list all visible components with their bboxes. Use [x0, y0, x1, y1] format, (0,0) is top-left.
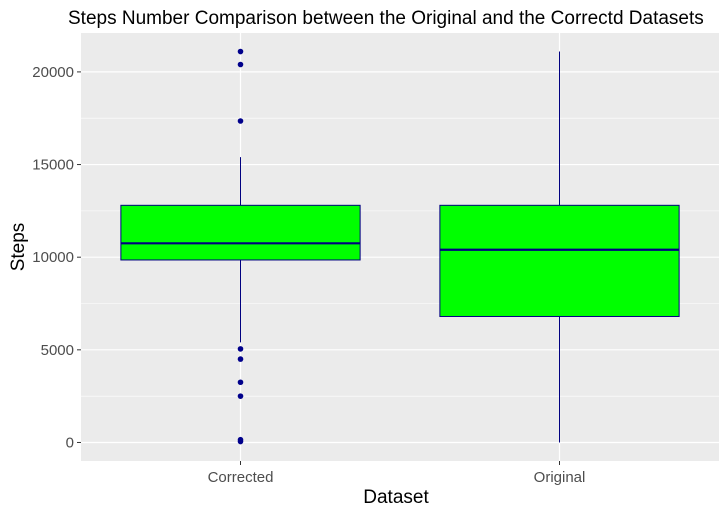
outlier-point	[237, 118, 244, 124]
box-corrected	[120, 48, 361, 445]
box-original	[439, 51, 680, 443]
y-axis-title: Steps	[8, 223, 29, 272]
y-tick-label: 15000	[32, 157, 74, 174]
boxes-layer	[120, 48, 680, 445]
outlier-point	[237, 61, 244, 68]
outlier-point	[237, 346, 244, 352]
box-iqr	[120, 204, 361, 261]
outlier-point	[237, 438, 244, 445]
x-axis-title: Dataset	[363, 487, 429, 508]
x-axis-ticks: Corrected Original	[208, 461, 586, 486]
outlier-point	[237, 48, 244, 55]
outlier-point	[237, 356, 244, 362]
y-tick-label: 5000	[41, 342, 74, 359]
outlier-point	[237, 379, 244, 386]
x-tick-label: Corrected	[208, 469, 274, 486]
x-tick-label: Original	[534, 469, 586, 486]
box-iqr	[439, 204, 680, 317]
y-tick-label: 20000	[32, 64, 74, 81]
outlier-point	[237, 393, 244, 399]
y-tick-label: 10000	[32, 249, 74, 266]
y-axis-ticks: 0 5000 10000 15000 20000	[32, 64, 81, 451]
y-tick-label: 0	[66, 434, 74, 451]
chart-title: Steps Number Comparison between the Orig…	[68, 8, 704, 29]
